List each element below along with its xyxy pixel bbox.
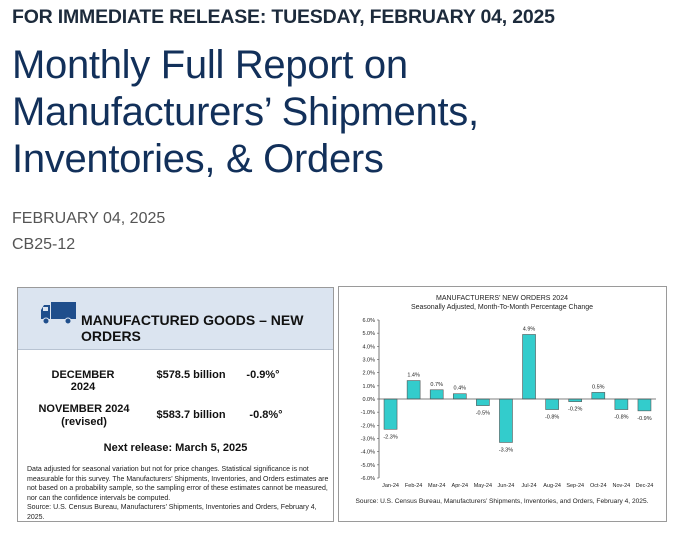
data-label: -0.5% <box>476 411 490 417</box>
x-tick-label: Aug-24 <box>543 483 561 489</box>
y-tick-label: -3.0% <box>361 437 375 443</box>
chart-title: MANUFACTURERS’ NEW ORDERS 2024 <box>436 295 568 302</box>
bar <box>499 398 513 443</box>
data-label: -0.8% <box>614 415 628 421</box>
y-tick-label: -2.0% <box>361 423 375 429</box>
row-period: DECEMBER 2024 <box>51 369 115 393</box>
x-tick-label: Dec-24 <box>636 483 654 489</box>
x-tick-label: Sep-24 <box>566 483 584 489</box>
row-value: $578.5 billion <box>156 369 226 381</box>
data-label: -3.3% <box>499 447 513 453</box>
bar <box>476 398 490 406</box>
y-tick-label: 5.0% <box>362 331 375 337</box>
y-tick-label: 0.0% <box>362 397 375 403</box>
y-tick-label: 3.0% <box>362 358 375 364</box>
row-change: -0.8%° <box>249 409 283 421</box>
data-label: 1.4% <box>407 373 420 379</box>
bar <box>429 389 444 400</box>
row-period: NOVEMBER 2024 <box>38 403 130 415</box>
data-label: 0.5% <box>592 384 605 390</box>
truck-icon <box>41 302 76 325</box>
chart-subtitle: Seasonally Adjusted, Month-To-Month Perc… <box>411 304 593 311</box>
release-line: FOR IMMEDIATE RELEASE: TUESDAY, FEBRUARY… <box>12 6 555 28</box>
chart-panel: MANUFACTURERS’ NEW ORDERS 2024 Seasonall… <box>338 286 667 522</box>
next-release: Next release: March 5, 2025 <box>103 442 248 454</box>
new-orders-chart: MANUFACTURERS’ NEW ORDERS 2024 Seasonall… <box>356 295 656 505</box>
x-tick-label: Mar-24 <box>428 483 445 489</box>
row-value: $583.7 billion <box>156 409 226 421</box>
bar <box>452 393 467 400</box>
bar <box>614 398 629 410</box>
y-tick-label: -6.0% <box>361 476 375 482</box>
bar <box>637 398 652 412</box>
summary-title: MANUFACTURED GOODS – NEW ORDERS <box>81 312 304 344</box>
x-tick-label: Feb-24 <box>405 483 422 489</box>
summary-note: Data adjusted for seasonal variation but… <box>27 465 329 522</box>
bar <box>383 398 398 430</box>
bar <box>545 398 559 410</box>
data-label: -0.8% <box>545 415 559 421</box>
note-source: Source: U.S. Census Bureau, Manufacturer… <box>27 504 317 521</box>
data-label: 4.9% <box>523 326 536 332</box>
summary-header: MANUFACTURED GOODS – NEW ORDERS <box>18 288 333 350</box>
y-tick-label: 1.0% <box>362 384 375 390</box>
row-change: -0.9%° <box>246 369 280 381</box>
data-label: 0.4% <box>454 386 467 392</box>
release-date: FEBRUARY 04, 2025 <box>12 210 166 227</box>
data-label: 0.7% <box>430 382 443 388</box>
chart-source: Source: U.S. Census Bureau, Manufacturer… <box>356 498 649 505</box>
y-tick-label: 4.0% <box>362 344 375 350</box>
y-tick-label: 2.0% <box>362 371 375 377</box>
data-label: -0.9% <box>637 416 651 422</box>
x-tick-label: Jul-24 <box>522 483 537 489</box>
data-label: -2.3% <box>383 434 397 440</box>
y-tick-label: -5.0% <box>361 463 375 469</box>
summary-panel: MANUFACTURED GOODS – NEW ORDERS DECEMBER… <box>17 287 334 522</box>
bar <box>406 380 421 400</box>
bar <box>522 334 536 400</box>
x-tick-label: Jan-24 <box>382 483 399 489</box>
y-tick-label: -1.0% <box>361 410 375 416</box>
x-tick-label: Jun-24 <box>498 483 515 489</box>
page-title: Monthly Full Report on Manufacturers’ Sh… <box>12 43 479 181</box>
x-tick-label: May-24 <box>474 483 492 489</box>
data-label: -0.2% <box>568 407 582 413</box>
note-text: Data adjusted for seasonal variation but… <box>27 466 329 502</box>
bar <box>591 392 606 400</box>
row-period-note: (revised) <box>61 416 107 428</box>
y-tick-label: 6.0% <box>362 318 375 324</box>
x-tick-label: Nov-24 <box>613 483 631 489</box>
release-code: CB25-12 <box>12 236 76 253</box>
x-tick-label: Oct-24 <box>590 483 607 489</box>
x-tick-label: Apr-24 <box>452 483 469 489</box>
y-tick-label: -4.0% <box>361 450 375 456</box>
